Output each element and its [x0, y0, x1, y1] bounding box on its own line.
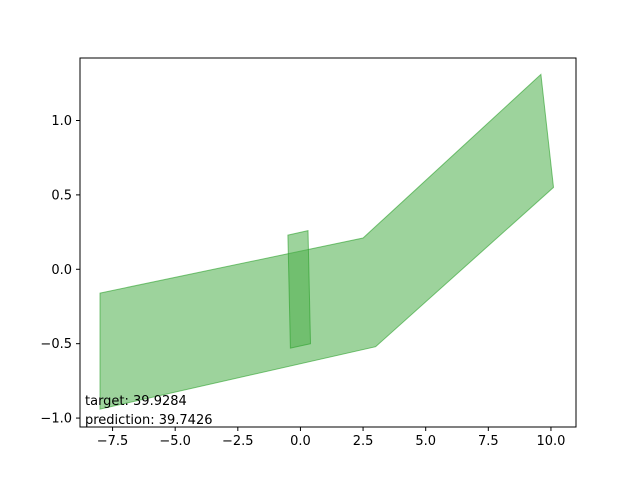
y-tick-label: −1.0 — [40, 412, 72, 427]
y-tick-label: −0.5 — [40, 337, 72, 352]
prediction-annotation: prediction: 39.7426 — [85, 413, 213, 428]
x-tick-label: −7.5 — [97, 434, 129, 449]
x-tick-label: 5.0 — [415, 434, 436, 449]
x-tick-label: 2.5 — [353, 434, 374, 449]
x-tick-label: 7.5 — [478, 434, 499, 449]
x-tick-label: 0.0 — [290, 434, 311, 449]
y-tick-label: 1.0 — [51, 114, 72, 129]
x-tick-label: −5.0 — [159, 434, 191, 449]
x-axis: −7.5 −5.0 −2.5 0.0 2.5 5.0 7.5 10.0 — [97, 427, 565, 449]
polygon-layer — [99, 73, 555, 410]
x-tick-label: −2.5 — [222, 434, 254, 449]
y-axis: −1.0 −0.5 0.0 0.5 1.0 — [40, 114, 80, 427]
axes-frame — [79, 57, 577, 428]
target-annotation: target: 39.9284 — [85, 394, 187, 409]
y-tick-label: 0.5 — [51, 188, 72, 203]
x-tick-label: 10.0 — [536, 434, 565, 449]
y-tick-label: 0.0 — [51, 263, 72, 278]
polygon-1 — [99, 73, 555, 410]
polygon-2 — [287, 229, 312, 349]
